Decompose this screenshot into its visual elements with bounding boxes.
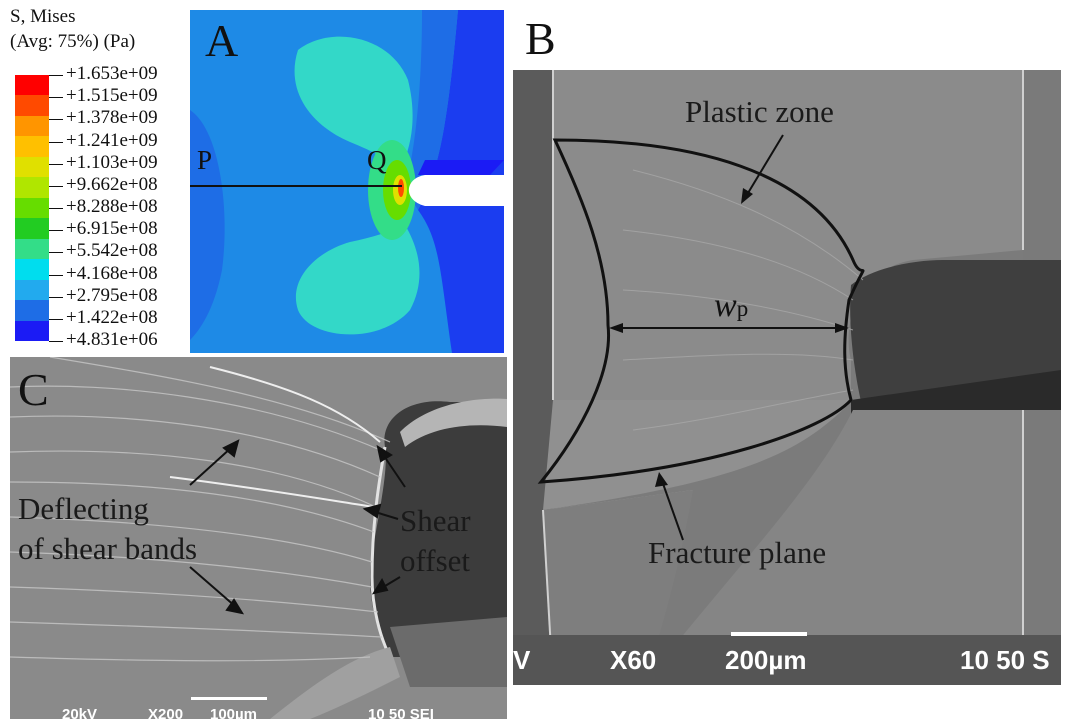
legend-value-label: +8.288e+08 (66, 196, 158, 217)
legend-value-label: +1.653e+09 (66, 63, 158, 84)
legend-color-segment (15, 177, 49, 199)
deflecting-label-line1: Deflecting (18, 491, 149, 526)
panel-c-footer-scale: 100µm (210, 706, 258, 723)
legend-tick (49, 119, 63, 121)
legend-color-segment (15, 218, 49, 240)
legend-color-segment (15, 300, 49, 322)
panel-b-sem-image (513, 70, 1061, 685)
legend-tick (49, 75, 63, 76)
panel-a-contour-plot (190, 10, 504, 353)
deflecting-label-line2: of shear bands (18, 531, 198, 566)
legend-tick (49, 274, 63, 276)
legend-value-label: +1.378e+09 (66, 107, 158, 129)
legend-color-segment (15, 259, 49, 281)
legend-value-label: +9.662e+08 (66, 173, 158, 195)
wp-label: wp (714, 287, 748, 325)
legend-value-label: +1.515e+09 (66, 85, 158, 107)
panel-b-footer-kv: V (513, 645, 531, 675)
legend-tick (49, 141, 63, 143)
legend-value-label: +1.103e+09 (66, 151, 158, 173)
panel-a-letter: A (205, 15, 239, 66)
panel-b-letter: B (525, 13, 556, 64)
point-q-label: Q (367, 145, 387, 175)
legend-color-segment (15, 95, 49, 117)
legend-title-line1: S, Mises (10, 6, 76, 27)
wp-label-main: w (714, 287, 737, 324)
shear-offset-label-line1: Shear (400, 503, 471, 538)
shear-offset-label-line2: offset (400, 543, 471, 578)
legend-color-segment (15, 320, 49, 342)
legend-color-segment (15, 156, 49, 178)
point-p-label: P (197, 145, 213, 175)
legend-value-label: +2.795e+08 (66, 284, 158, 306)
legend-tick (49, 185, 63, 187)
panel-c-footer-code: 10 50 SEI (368, 706, 434, 723)
legend-value-label: +4.831e+06 (66, 329, 158, 350)
legend-color-segment (15, 136, 49, 158)
legend-color-bar (15, 75, 49, 342)
legend-value-label: +5.542e+08 (66, 240, 158, 262)
legend-tick (49, 208, 63, 209)
panel-c-footer-mag: X200 (148, 706, 184, 723)
legend-value-label: +1.241e+09 (66, 129, 158, 151)
legend-tick (49, 318, 63, 320)
panel-c-footer-kv: 20kV (62, 706, 98, 723)
legend-tick (49, 296, 63, 298)
legend-value-label: +6.915e+08 (66, 218, 158, 240)
panel-c-letter: C (18, 364, 49, 415)
panel-b-footer-scale: 200µm (725, 645, 807, 675)
panel-b-footer-code: 10 50 S (960, 645, 1050, 675)
legend-color-segment (15, 279, 49, 301)
legend-tick (49, 252, 63, 254)
plastic-zone-label: Plastic zone (685, 94, 834, 129)
wp-label-subscript: p (736, 296, 749, 321)
fracture-plane-label: Fracture plane (648, 535, 827, 570)
legend-color-segment (15, 197, 49, 219)
panel-b-footer-mag: X60 (610, 645, 657, 675)
legend-tick (49, 341, 63, 342)
legend-tick (49, 163, 63, 165)
legend-color-segment (15, 75, 49, 96)
legend-color-segment (15, 115, 49, 137)
panel-c-sem-image (10, 357, 507, 719)
legend-value-label: +1.422e+08 (66, 306, 158, 328)
legend-tick (49, 230, 63, 232)
legend-tick (49, 97, 63, 99)
legend-title-line2: (Avg: 75%) (Pa) (10, 31, 136, 52)
legend-color-segment (15, 238, 49, 260)
legend-value-label: +4.168e+08 (66, 262, 158, 284)
